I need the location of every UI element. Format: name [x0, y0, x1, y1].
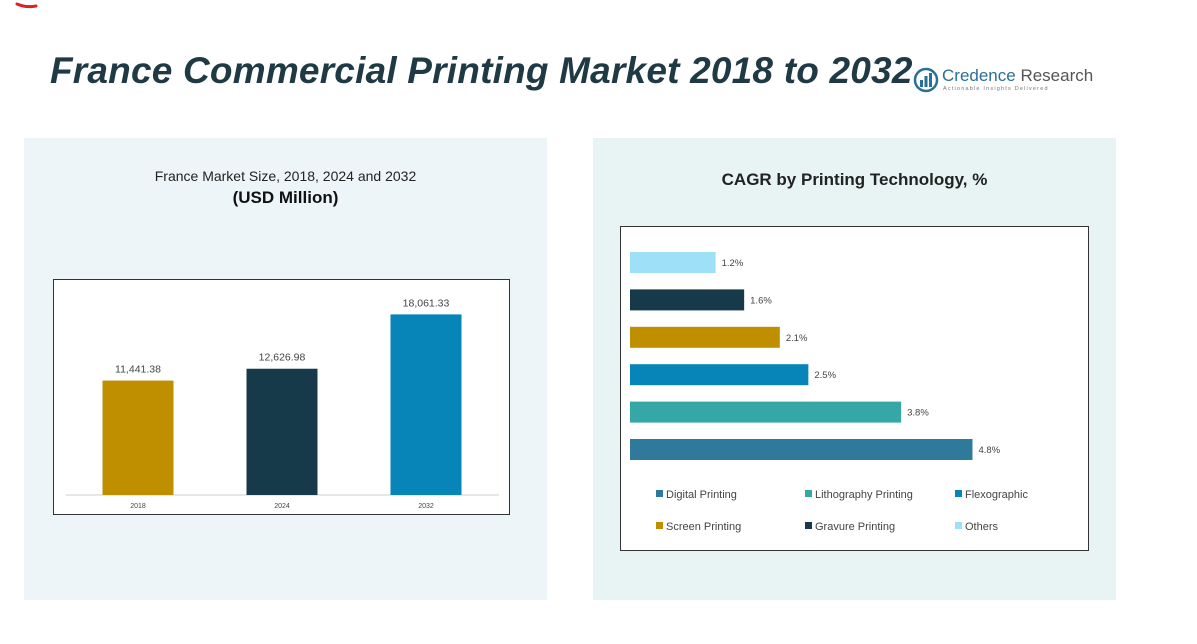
cagr-value-label: 2.5%: [814, 370, 836, 381]
cagr-chart-frame: 1.2% 1.6% 2.1% 2.5% 3.8% 4.8%: [620, 226, 1089, 551]
legend-item: Screen Printing: [656, 521, 741, 533]
legend-item: Digital Printing: [656, 489, 737, 501]
legend-label: Digital Printing: [666, 489, 737, 501]
legend-swatch: [656, 522, 663, 529]
cagr-bar-others: [630, 252, 716, 273]
market-size-chart-subtitle: (USD Million): [232, 188, 339, 207]
cagr-bar-screen-printing: [630, 326, 780, 348]
cagr-value-label: 4.8%: [978, 445, 1000, 456]
legend-label: Others: [965, 521, 999, 533]
market-size-chart-title: France Market Size, 2018, 2024 and 2032: [154, 168, 417, 184]
market-size-chart: 11,441.38 2018 12,626.98 2024 18,061.33 2032: [66, 297, 499, 510]
legend-item: Gravure Printing: [805, 521, 895, 533]
cagr-value-label: 1.6%: [750, 295, 772, 306]
legend-label: Flexographic: [965, 489, 1028, 501]
legend-swatch: [656, 490, 663, 497]
x-tick-label: 2024: [274, 503, 290, 510]
legend-label: Gravure Printing: [815, 521, 896, 533]
brand-tagline: Actionable Insights Delivered: [943, 86, 1049, 92]
legend-swatch: [955, 490, 962, 497]
cagr-bar-lithography-printing: [630, 401, 902, 423]
bar-value-label: 11,441.38: [115, 364, 161, 376]
cagr-bar-flexographic: [630, 364, 809, 386]
bar-2032: [390, 314, 462, 495]
x-tick-label: 2032: [418, 503, 434, 510]
cagr-bar-gravure-printing: [630, 289, 745, 311]
decorative-mark: [15, 2, 38, 9]
legend-swatch: [955, 522, 962, 529]
legend-item: Others: [955, 521, 998, 533]
page-title: France Commercial Printing Market 2018 t…: [50, 50, 913, 91]
legend-item: Flexographic: [955, 489, 1028, 501]
brand-logo: Credence Research Actionable Insights De…: [912, 64, 1102, 98]
cagr-chart: 1.2% 1.6% 2.1% 2.5% 3.8% 4.8%: [630, 252, 1001, 460]
cagr-value-label: 3.8%: [907, 408, 929, 419]
legend-label: Screen Printing: [666, 521, 742, 533]
brand-name: Credence Research: [942, 66, 1094, 85]
cagr-chart-legend: Digital Printing Lithography Printing Flex…: [656, 486, 1076, 538]
cagr-value-label: 1.2%: [722, 258, 744, 269]
cagr-value-label: 2.1%: [786, 333, 808, 344]
bar-2024: [246, 368, 318, 495]
cagr-bar-digital-printing: [630, 439, 973, 460]
cagr-chart-title: CAGR by Printing Technology, %: [721, 170, 988, 189]
legend-label: Lithography Printing: [815, 489, 913, 501]
legend-swatch: [805, 522, 812, 529]
brand-logo-icon: [913, 67, 939, 93]
legend-swatch: [805, 490, 812, 497]
x-tick-label: 2018: [130, 503, 146, 510]
legend-item: Lithography Printing: [805, 489, 913, 501]
bar-value-label: 18,061.33: [403, 297, 450, 309]
market-size-chart-frame: 11,441.38 2018 12,626.98 2024 18,061.33 2032: [53, 279, 510, 515]
bar-value-label: 12,626.98: [259, 352, 306, 364]
bar-2018: [102, 380, 174, 495]
